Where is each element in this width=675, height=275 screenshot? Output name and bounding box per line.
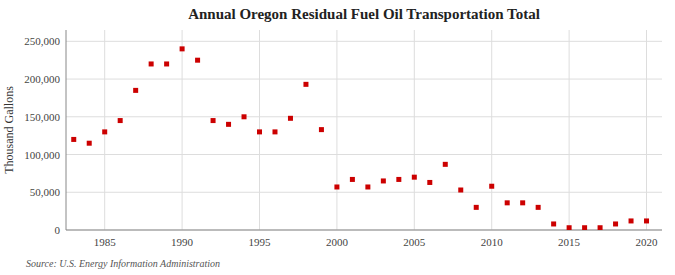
point <box>180 46 185 51</box>
point <box>350 177 355 182</box>
point <box>319 127 324 132</box>
point <box>272 129 277 134</box>
axes: 0 50,000 100,000 150,000 200,000 250,000 1985 1… <box>24 30 662 248</box>
tick-label: 1995 <box>249 236 272 248</box>
grid-line <box>66 192 662 193</box>
point <box>303 82 308 87</box>
point <box>458 188 463 193</box>
grid <box>66 30 662 230</box>
grid-line <box>66 79 662 80</box>
grid-line <box>414 30 415 230</box>
tick-label: 0 <box>55 224 61 236</box>
tick-label: 1990 <box>171 236 194 248</box>
point <box>195 58 200 63</box>
source-note: Source: U.S. Energy Information Administ… <box>26 258 220 269</box>
point <box>474 205 479 210</box>
point <box>102 129 107 134</box>
point <box>242 114 247 119</box>
point <box>118 118 123 123</box>
point <box>381 178 386 183</box>
point <box>443 162 448 167</box>
tick-label: 200,000 <box>24 73 60 85</box>
tick-label: 150,000 <box>24 111 60 123</box>
tick-label: 50,000 <box>30 186 61 198</box>
point <box>551 221 556 226</box>
point <box>71 137 76 142</box>
point <box>536 205 541 210</box>
point <box>644 218 649 223</box>
point <box>396 177 401 182</box>
tick-label: 2020 <box>636 236 659 248</box>
point <box>505 200 510 205</box>
tick-label: 100,000 <box>24 149 60 161</box>
grid-line <box>491 30 492 230</box>
point <box>211 118 216 123</box>
point <box>226 122 231 127</box>
tick-label: 2015 <box>558 236 581 248</box>
point <box>582 225 587 230</box>
point <box>520 200 525 205</box>
point <box>87 141 92 146</box>
point <box>412 175 417 180</box>
grid-line <box>66 41 662 42</box>
tick-label: 250,000 <box>24 35 60 47</box>
points <box>71 46 649 230</box>
grid-line <box>569 30 570 230</box>
tick-label: 2010 <box>481 236 504 248</box>
point <box>164 61 169 66</box>
grid-line <box>182 30 183 230</box>
point <box>149 61 154 66</box>
y-axis <box>66 30 67 230</box>
point <box>613 221 618 226</box>
grid-line <box>646 30 647 230</box>
tick-label: 2000 <box>326 236 349 248</box>
point <box>334 184 339 189</box>
axis-label: Thousand Gallons <box>2 86 16 174</box>
point <box>427 180 432 185</box>
point <box>133 88 138 93</box>
point <box>489 184 494 189</box>
grid-line <box>66 230 662 231</box>
point <box>288 116 293 121</box>
title: Annual Oregon Residual Fuel Oil Transpor… <box>188 6 540 22</box>
tick-label: 1985 <box>94 236 117 248</box>
point <box>365 184 370 189</box>
point <box>567 225 572 230</box>
point <box>598 225 603 230</box>
point <box>257 129 262 134</box>
grid-line <box>66 154 662 155</box>
x-axis <box>66 230 662 231</box>
grid-line <box>336 30 337 230</box>
grid-line <box>66 116 662 117</box>
point <box>629 218 634 223</box>
tick-label: 2005 <box>403 236 426 248</box>
chart: 0 50,000 100,000 150,000 200,000 250,000 1985 1… <box>0 0 675 275</box>
